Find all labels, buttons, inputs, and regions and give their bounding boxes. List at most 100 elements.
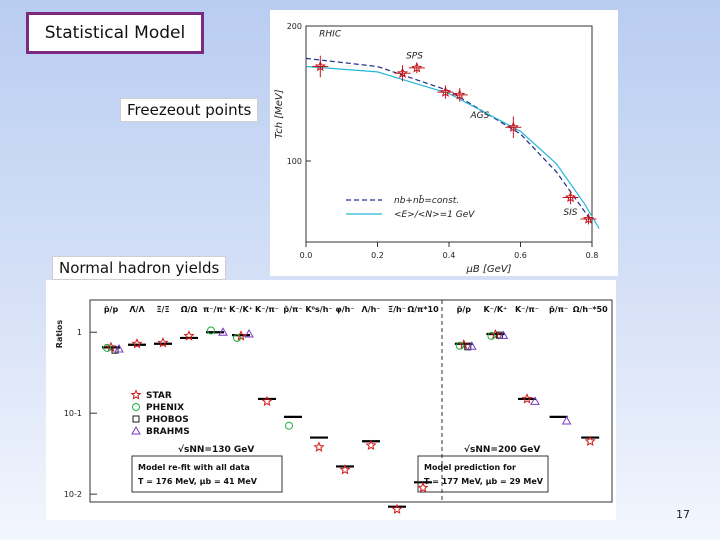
legend-label: PHENIX xyxy=(146,403,184,413)
freezeout-point xyxy=(565,191,577,203)
category-label: Ξ̄/h⁻ xyxy=(388,305,406,314)
freezeout-point xyxy=(439,86,451,97)
data-point-star xyxy=(157,336,169,348)
category-label: p̄/p xyxy=(457,305,472,314)
data-point-star xyxy=(391,503,403,514)
freezeout-chart-panel: 0.0 0.2 0.4 0.6 0.8 200 100 μB [GeV] Tch [MeV] RH… xyxy=(270,10,618,276)
data-point-brahms xyxy=(530,396,540,405)
data-point-brahms xyxy=(114,344,124,353)
data-point-star xyxy=(521,393,533,404)
y-axis-label: Tch [MeV] xyxy=(274,89,285,138)
freezeout-chart: 0.0 0.2 0.4 0.6 0.8 200 100 μB [GeV] Tch [MeV] RH… xyxy=(274,22,600,275)
data-point-phenix xyxy=(233,333,241,342)
fit-note-line: Model re-fit with all data xyxy=(138,463,250,472)
data-point-star xyxy=(131,338,143,349)
data-point-brahms xyxy=(561,416,572,425)
page-number: 17 xyxy=(676,508,690,521)
legend-label: STAR xyxy=(146,391,172,401)
y-tick-label: 1 xyxy=(77,328,82,337)
x-tick-label: 0.4 xyxy=(443,251,456,260)
data-point-phobos xyxy=(464,343,472,351)
category-label: p̄/π⁻ xyxy=(549,305,568,314)
legend-marker-triangle xyxy=(131,425,141,435)
data-point-phenix xyxy=(487,331,496,340)
data-point-star xyxy=(105,341,117,353)
freezeout-point xyxy=(396,67,409,78)
data-point-phenix xyxy=(455,341,464,350)
fit-note-line: T = 176 MeV, μb = 41 MeV xyxy=(138,477,258,486)
legend-label: BRAHMS xyxy=(146,427,190,437)
legend-label: <E>/<N>=1 GeV xyxy=(394,210,475,220)
data-point-star xyxy=(261,395,273,407)
x-axis-label: μB [GeV] xyxy=(466,264,512,275)
fit-note-box xyxy=(131,455,283,493)
category-label: K⁻/π⁻ xyxy=(515,305,539,314)
annotation-rhic: RHIC xyxy=(319,29,342,39)
y-tick-label: 10-2 xyxy=(64,490,82,499)
slide-title: Statistical Model xyxy=(44,23,186,43)
data-point-star xyxy=(313,441,325,452)
data-point-phenix xyxy=(207,326,215,335)
plot-frame xyxy=(89,299,613,503)
slide-title-box: Statistical Model xyxy=(26,12,204,54)
y-axis-label: Ratios xyxy=(55,320,64,349)
category-label: K⁻/K⁺ xyxy=(484,305,508,314)
freezeout-point xyxy=(314,60,326,72)
category-label: p̄/π⁻ xyxy=(283,305,302,314)
legend-marker-circle xyxy=(132,403,140,411)
x-tick-label: 0.0 xyxy=(300,251,313,260)
fit-note-box xyxy=(417,455,549,493)
yields-chart-panel: 1 10-1 10-2 Ratios p̄/p Λ̄/Λ Ξ̄/Ξ Ω̄/Ω π⁻/π⁺ K⁻/K… xyxy=(46,280,616,520)
data-point-brahms xyxy=(466,341,477,350)
freezeout-point xyxy=(411,61,423,73)
category-label: Ω/π*10 xyxy=(407,305,439,314)
data-point-phenix xyxy=(103,343,111,352)
curve-const-baryon xyxy=(305,57,593,223)
data-point-star xyxy=(339,464,351,475)
fit-note-line: T = 177 MeV, μb = 29 MeV xyxy=(424,477,544,486)
data-point-brahms xyxy=(244,329,254,338)
legend-label: nb+nb̄=const. xyxy=(394,194,459,206)
category-label: π⁻/π⁺ xyxy=(203,305,227,314)
data-point-star xyxy=(183,330,195,341)
x-tick-label: 0.8 xyxy=(586,251,599,260)
data-point-star xyxy=(584,435,596,446)
x-tick-label: 0.6 xyxy=(514,251,527,260)
category-label: K⁻/K⁺ xyxy=(229,305,253,314)
y-tick-label: 100 xyxy=(287,157,302,166)
freezeout-point xyxy=(507,121,519,132)
legend-marker-square xyxy=(132,415,140,423)
category-label: φ/h⁻ xyxy=(335,305,354,314)
data-point-brahms xyxy=(498,330,509,340)
y-tick-label: 200 xyxy=(287,22,302,31)
data-point-phenix xyxy=(285,421,293,430)
category-label: Ω̄/Ω xyxy=(181,305,198,314)
data-point-brahms xyxy=(218,327,228,336)
annotation-sps: SPS xyxy=(406,51,423,61)
category-label: p̄/p xyxy=(104,305,119,314)
data-point-star xyxy=(365,439,377,451)
category-label: Λ/h⁻ xyxy=(361,305,380,314)
energy-label: √sNN=130 GeV xyxy=(178,444,254,455)
freezeout-label: Freezeout points xyxy=(120,98,259,122)
x-tick-label: 0.2 xyxy=(371,251,384,260)
annotation-ags: AGS xyxy=(469,111,489,121)
category-label: Ω/h⁻*50 xyxy=(573,305,608,314)
freezeout-point xyxy=(582,213,594,224)
category-label: K⁰s/h⁻ xyxy=(305,305,332,314)
curve-energy-per-particle xyxy=(305,65,600,229)
category-label: Ξ̄/Ξ xyxy=(156,305,169,314)
y-tick-label: 10-1 xyxy=(64,409,82,418)
data-point-star xyxy=(489,329,501,340)
fit-note-line: Model prediction for xyxy=(424,463,516,472)
data-point-phobos xyxy=(111,346,119,354)
freezeout-point xyxy=(454,88,466,100)
legend-label: PHOBOS xyxy=(146,415,189,425)
energy-label: √sNN=200 GeV xyxy=(464,444,540,455)
category-label: K⁻/π⁻ xyxy=(255,305,279,314)
data-point-star xyxy=(417,481,429,493)
legend-marker-star xyxy=(130,389,142,400)
yields-label: Normal hadron yields xyxy=(52,256,227,280)
